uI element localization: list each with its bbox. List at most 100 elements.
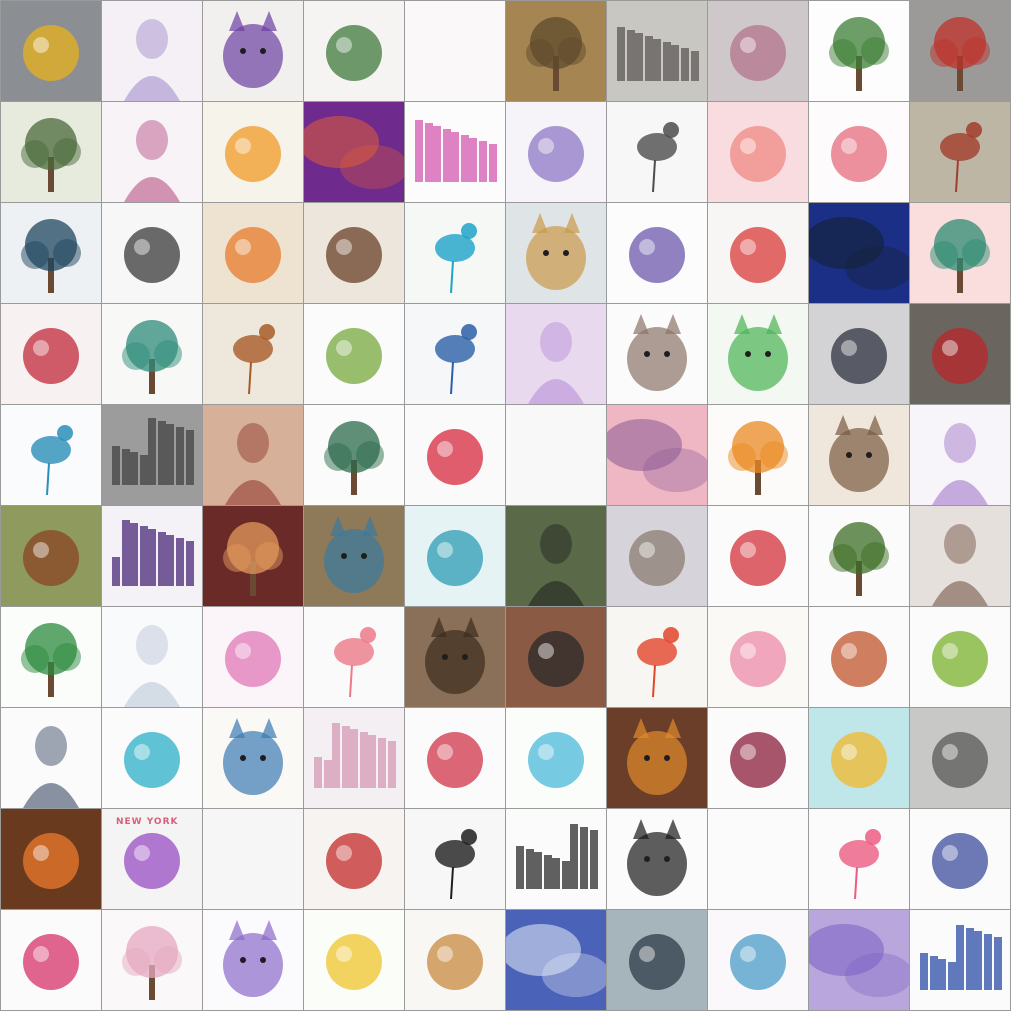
thumbnail-pineapple-sunglasses[interactable] (809, 708, 909, 808)
thumbnail-blank-gray[interactable] (203, 809, 303, 909)
thumbnail-coffee-splash[interactable] (304, 203, 404, 303)
thumbnail-roses-pink[interactable] (708, 102, 808, 202)
thumbnail-abstract-blue[interactable] (405, 506, 505, 606)
thumbnail-purple-woman[interactable] (506, 304, 606, 404)
thumbnail-venice-church[interactable] (607, 506, 707, 606)
thumbnail-floral-fruit[interactable] (405, 405, 505, 505)
thumbnail-cheesecake[interactable] (708, 506, 808, 606)
thumbnail-deer-silhouette[interactable] (203, 1, 303, 101)
thumbnail-night-street[interactable] (203, 506, 303, 606)
thumbnail-pink-clouds[interactable] (607, 405, 707, 505)
thumbnail-skyline-colorful[interactable] (910, 910, 1010, 1010)
thumbnail-woman-portrait[interactable] (102, 1, 202, 101)
thumbnail-blue-jay[interactable] (405, 304, 505, 404)
thumbnail-kissing-couple[interactable] (304, 809, 404, 909)
thumbnail-colorful-tree[interactable] (102, 304, 202, 404)
thumbnail-wine-pour[interactable] (708, 708, 808, 808)
thumbnail-lion[interactable] (607, 708, 707, 808)
thumbnail-city-rain[interactable] (102, 405, 202, 505)
thumbnail-flamingo[interactable] (304, 607, 404, 707)
thumbnail-crane[interactable] (405, 809, 505, 909)
thumbnail-feathers[interactable] (708, 910, 808, 1010)
thumbnail-flamingo-pink[interactable] (809, 809, 909, 909)
thumbnail-venice-canal[interactable] (506, 607, 606, 707)
thumbnail-garden-gate[interactable] (1, 506, 101, 606)
thumbnail-woodpecker[interactable] (607, 102, 707, 202)
thumbnail-paris-street[interactable] (910, 1, 1010, 101)
thumbnail-nyc-skyline[interactable] (102, 506, 202, 606)
thumbnail-cat-white[interactable] (607, 304, 707, 404)
thumbnail-fruit-cup[interactable] (203, 102, 303, 202)
thumbnail-night-sky[interactable] (809, 203, 909, 303)
thumbnail-purple-dancer[interactable] (910, 405, 1010, 505)
thumbnail-pancake-stack[interactable] (809, 607, 909, 707)
thumbnail-fern[interactable] (809, 1, 909, 101)
thumbnail-carrots[interactable] (203, 203, 303, 303)
thumbnail-ballerina[interactable] (102, 102, 202, 202)
thumbnail-blank-pink[interactable] (405, 1, 505, 101)
thumbnail-elephant[interactable] (203, 708, 303, 808)
thumbnail-tabby-cat[interactable] (405, 607, 505, 707)
thumbnail-avocado[interactable] (304, 304, 404, 404)
thumbnail-pizza[interactable] (405, 910, 505, 1010)
thumbnail-roosters[interactable] (910, 102, 1010, 202)
thumbnail-juice-jar[interactable] (1, 304, 101, 404)
thumbnail-purple-wash[interactable] (809, 910, 909, 1010)
thumbnail-bonsai-green[interactable] (809, 506, 909, 606)
thumbnail-jellyfish[interactable] (102, 708, 202, 808)
thumbnail-blank[interactable] (506, 405, 606, 505)
thumbnail-pineapples[interactable] (304, 910, 404, 1010)
thumbnail-blueberry-pancakes[interactable] (910, 809, 1010, 909)
thumbnail-tiger[interactable] (708, 304, 808, 404)
thumbnail-paris-ink[interactable] (506, 809, 606, 909)
thumbnail-skyline-rainbow[interactable] (405, 102, 505, 202)
thumbnail-cat-closeup[interactable] (304, 506, 404, 606)
thumbnail-parrot-blue[interactable] (405, 203, 505, 303)
thumbnail-dandelion-splash[interactable] (203, 910, 303, 1010)
thumbnail-pineapple-pattern[interactable] (506, 708, 606, 808)
thumbnail-tree-landscape[interactable] (1, 102, 101, 202)
thumbnail-woman-face[interactable] (203, 405, 303, 505)
thumbnail-woman-water[interactable] (506, 506, 606, 606)
thumbnail-cocktail[interactable] (405, 708, 505, 808)
thumbnail-forest-circle[interactable] (304, 405, 404, 505)
thumbnail-macaw[interactable] (607, 607, 707, 707)
thumbnail-forest-reflection[interactable] (1, 203, 101, 303)
thumbnail-city-alley[interactable] (607, 1, 707, 101)
thumbnail-leaves-pink[interactable] (910, 203, 1010, 303)
thumbnail-orange-tree[interactable] (708, 405, 808, 505)
thumbnail-holly-border[interactable] (304, 1, 404, 101)
thumbnail-pink-tree[interactable] (102, 910, 202, 1010)
thumbnail-old-street[interactable] (506, 1, 606, 101)
thumbnail-umbrella[interactable] (1, 1, 101, 101)
thumbnail-flower-wreath[interactable] (1, 910, 101, 1010)
thumbnail-rooster[interactable] (203, 304, 303, 404)
thumbnail-venice-orange[interactable] (1, 809, 101, 909)
thumbnail-blossom-branch[interactable] (506, 102, 606, 202)
thumbnail-new-york-text[interactable]: NEW YORK (102, 809, 202, 909)
thumbnail-cherry-blossom[interactable] (708, 607, 808, 707)
thumbnail-berry-cake[interactable] (708, 203, 808, 303)
thumbnail-peonies[interactable] (809, 102, 909, 202)
thumbnail-city-pastel[interactable] (304, 708, 404, 808)
thumbnail-braid-girl[interactable] (1, 708, 101, 808)
thumbnail-umbrella-lady[interactable] (910, 304, 1010, 404)
thumbnail-blue-sky[interactable] (506, 910, 606, 1010)
thumbnail-canal-bw[interactable] (910, 708, 1010, 808)
thumbnail-dog-bernese[interactable] (607, 809, 707, 909)
thumbnail-woman-sketch[interactable] (910, 506, 1010, 606)
thumbnail-dark-seascape[interactable] (809, 304, 909, 404)
thumbnail-blank-white[interactable] (708, 809, 808, 909)
thumbnail-misty-boat[interactable] (607, 910, 707, 1010)
thumbnail-flower-door[interactable] (708, 1, 808, 101)
thumbnail-cat-sepia[interactable] (809, 405, 909, 505)
thumbnail-giraffe[interactable] (506, 203, 606, 303)
thumbnail-limes[interactable] (910, 607, 1010, 707)
thumbnail-couple-gray[interactable] (102, 203, 202, 303)
thumbnail-lavender[interactable] (607, 203, 707, 303)
thumbnail-pink-splash[interactable] (203, 607, 303, 707)
thumbnail-sea-turtle[interactable] (1, 405, 101, 505)
thumbnail-galaxy[interactable] (304, 102, 404, 202)
thumbnail-monstera[interactable] (1, 607, 101, 707)
thumbnail-white-gown[interactable] (102, 607, 202, 707)
